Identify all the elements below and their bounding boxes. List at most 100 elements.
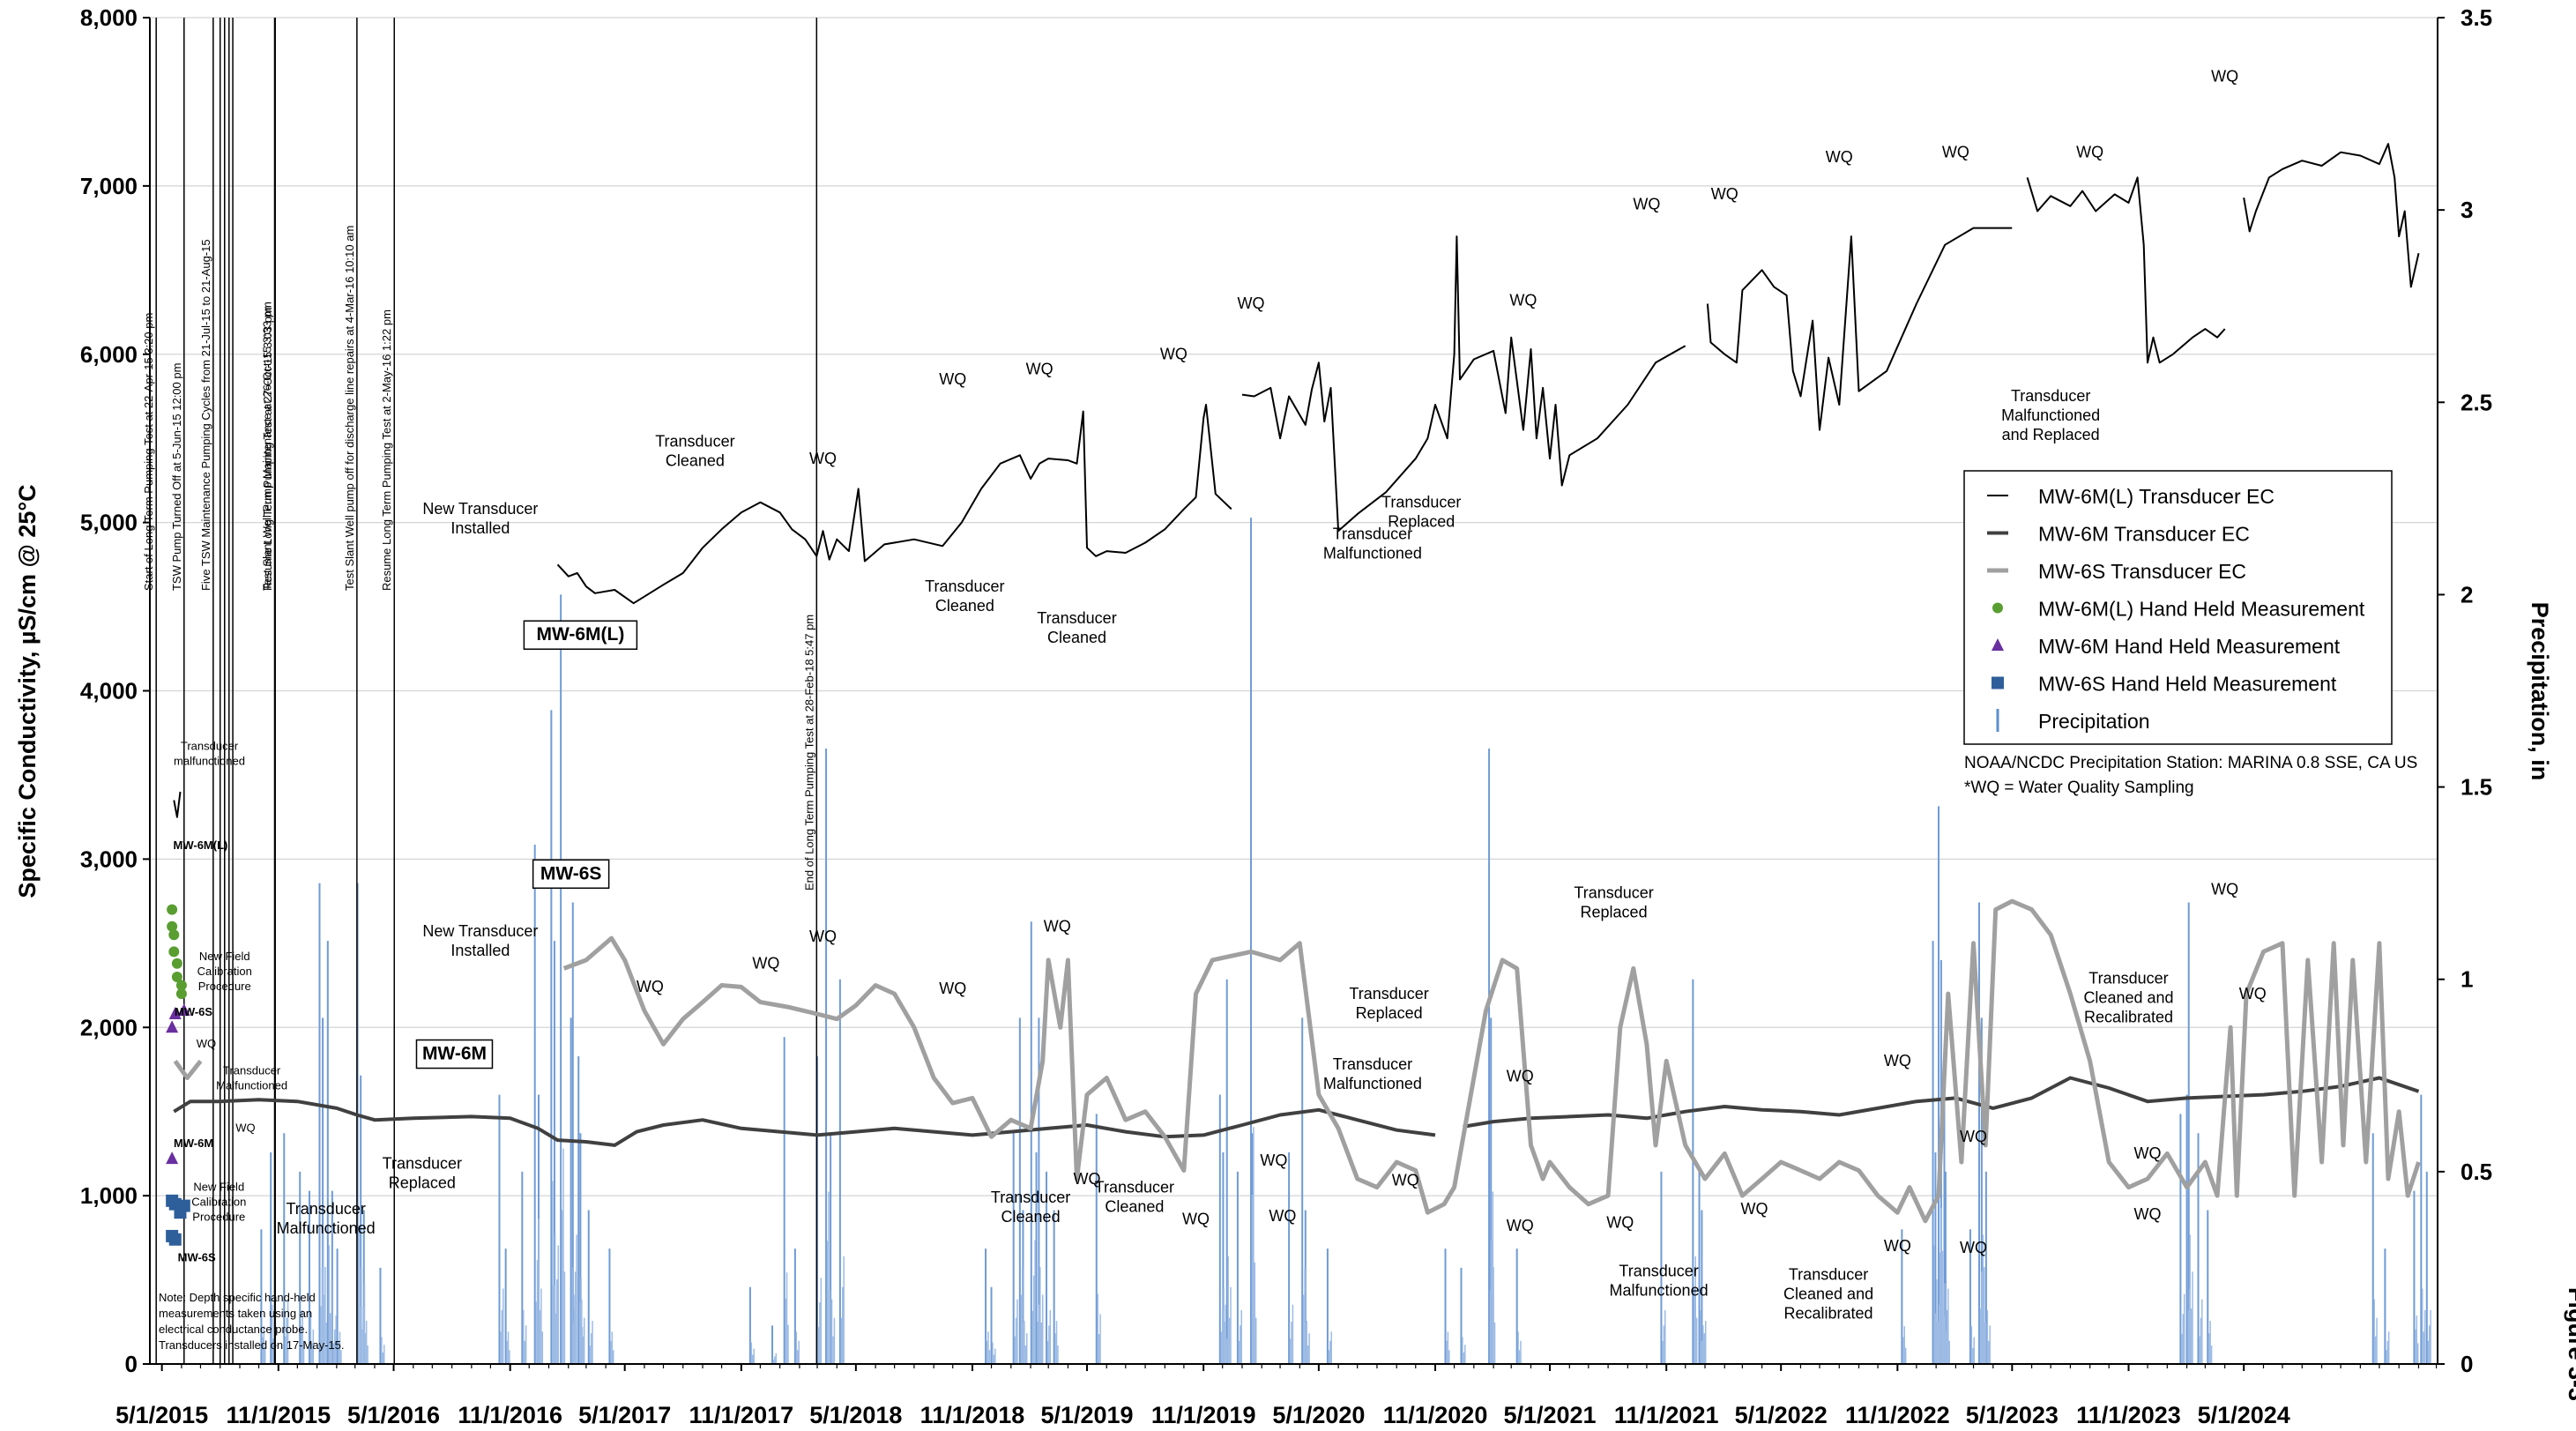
annotation-text: WQ	[637, 978, 664, 995]
handheld-point	[177, 1003, 190, 1017]
annotation-text: Malfunctioned	[2001, 406, 2100, 424]
legend: MW-6M(L) Transducer EC MW-6M Transducer E…	[1963, 470, 2417, 797]
annotation-text: Procedure	[198, 980, 251, 993]
handheld-point	[166, 1020, 179, 1033]
annotation-text: WQ	[1826, 148, 1853, 166]
annotation-text: MW-6M	[174, 1137, 213, 1150]
annotation-text: Procedure	[192, 1210, 245, 1223]
legend-label: MW-6M(L) Transducer EC	[2038, 485, 2274, 508]
annotation-text: WQ	[1633, 196, 1660, 213]
x-tick-label: 5/1/2020	[1272, 1402, 1365, 1428]
event-label: Test Slant Well pump off for discharge l…	[343, 226, 356, 591]
annotation-text: WQ	[2134, 1205, 2162, 1223]
annotation-text: WQ	[939, 370, 966, 388]
y2-tick-label: 0.5	[2461, 1159, 2492, 1185]
annotation-text: Replaced	[1356, 1004, 1423, 1022]
event-label: TSW Pump Turned Off at 5-Jun-15 12:00 pm	[170, 363, 183, 591]
legend-swatch	[1992, 676, 2004, 689]
y-tick-label: 8,000	[80, 4, 138, 31]
boxed-label-frame	[415, 1039, 494, 1070]
y-tick-label: 0	[125, 1351, 138, 1377]
x-tick-label: 5/1/2024	[2198, 1402, 2290, 1428]
y2-tick-label: 0	[2461, 1351, 2473, 1377]
y2-tick-label: 3	[2461, 197, 2473, 223]
x-tick-label: 11/1/2020	[1383, 1402, 1488, 1428]
legend-note: NOAA/NCDC Precipitation Station: MARINA …	[1964, 754, 2417, 772]
x-tick-label: 11/1/2022	[1845, 1402, 1950, 1428]
annotation-text: WQ	[1884, 1237, 1911, 1255]
annotation-text: WQ	[1942, 143, 1969, 160]
legend-label: MW-6S Transducer EC	[2038, 560, 2246, 583]
gridlines	[150, 17, 2438, 1365]
annotation-text: Transducer	[1333, 1055, 1412, 1073]
handheld-point	[168, 929, 180, 941]
legend-label: Precipitation	[2038, 710, 2150, 733]
y2-tick-label: 2.5	[2461, 389, 2492, 415]
annotation-text: MW-6M(L)	[174, 838, 228, 852]
x-tick-label: 11/1/2021	[1614, 1402, 1719, 1428]
annotation-text: WQ	[1392, 1172, 1419, 1189]
series-line	[173, 1098, 1436, 1147]
x-tick-label: 11/1/2019	[1151, 1402, 1256, 1428]
annotation-text: and Replaced	[2002, 426, 2100, 443]
event-lines: Start of Long Term Pumping Test at 22-Ap…	[142, 18, 818, 1364]
annotation-text: Transducer	[383, 1155, 462, 1173]
annotation-text: WQ	[1960, 1128, 1987, 1145]
annotation-text: Malfunctioned	[277, 1219, 376, 1237]
annotation-text: Replaced	[389, 1174, 456, 1192]
handheld-point	[171, 958, 182, 969]
y2-axis-title: Precipitation, in	[2527, 602, 2553, 781]
annotation-text: WQ	[809, 450, 837, 467]
annotation-text: Cleaned	[666, 452, 725, 470]
series-line	[562, 898, 2421, 1224]
bottom-note-line: Note: Depth specific hand-held	[159, 1291, 316, 1304]
x-tick-label: 11/1/2016	[458, 1402, 562, 1428]
x-tick-label: 11/1/2015	[226, 1402, 331, 1428]
axes: 0 1,000 2,000 3,000 4,000 5,000 6,000 7,000 8,00…	[14, 4, 2576, 1428]
annotation-text: Transducer	[925, 578, 1004, 595]
annotation-text: Recalibrated	[2084, 1009, 2173, 1026]
series-lines	[173, 143, 2421, 1224]
annotation-text: Transducer	[1789, 1266, 1868, 1284]
y-tick-label: 7,000	[80, 173, 138, 199]
annotation-text: WQ	[1269, 1207, 1296, 1225]
event-label: Resume Long Term Pumping Test at 2-May-1…	[380, 309, 393, 591]
boxed-label: MW-6M	[422, 1044, 487, 1064]
annotation-text: Transducer	[991, 1189, 1070, 1206]
legend-label: MW-6M Hand Held Measurement	[2038, 635, 2341, 658]
annotation-text: WQ	[1026, 361, 1053, 378]
annotation-text: WQ	[1260, 1152, 1287, 1169]
event-label: Five TSW Maintenance Pumping Cycles from…	[199, 239, 212, 591]
legend-label: MW-6S Hand Held Measurement	[2038, 673, 2337, 696]
annotation-text: Cleaned and	[1783, 1286, 1873, 1303]
annotation-text: WQ	[1509, 291, 1537, 309]
handheld-points	[166, 904, 190, 1246]
annotation-text: Transducer	[1574, 883, 1653, 901]
annotation-text: WQ	[235, 1122, 255, 1135]
annotation-text: Transducer	[1619, 1263, 1698, 1280]
annotation-text: WQ	[809, 928, 837, 945]
series-line	[1706, 227, 2013, 431]
event-label: Start of Long Term Pumping Test at 22-Ap…	[142, 313, 155, 591]
annotation-text: Transducer	[2088, 970, 2168, 988]
y-tick-label: 5,000	[80, 510, 138, 536]
x-tick-label: 5/1/2021	[1503, 1402, 1596, 1428]
annotation-text: Cleaned	[1047, 629, 1106, 646]
series-line	[173, 1059, 203, 1080]
x-tick-label: 5/1/2015	[115, 1402, 208, 1428]
annotation-text: Installed	[450, 519, 510, 537]
y-tick-label: 6,000	[80, 341, 138, 368]
figure-side-label: Figure 3-3	[2564, 1287, 2576, 1401]
annotation-text: Calibration	[191, 1195, 246, 1208]
y2-tick-label: 3.5	[2461, 4, 2492, 31]
x-tick-label: 5/1/2018	[809, 1402, 902, 1428]
annotation-text: Transducer	[1333, 525, 1412, 543]
annotation-text: WQ	[1884, 1052, 1911, 1070]
legend-note: *WQ = Water Quality Sampling	[1964, 779, 2194, 797]
annotation-text: Transducer	[1349, 985, 1428, 1002]
annotation-text: Malfunctioned	[1323, 545, 1422, 563]
bottom-note-line: electrical conductance probe.	[159, 1323, 308, 1336]
x-tick-label: 11/1/2017	[689, 1402, 794, 1428]
annotation-text: Transducer	[1381, 493, 1461, 511]
annotation-text: WQ	[2239, 985, 2267, 1002]
